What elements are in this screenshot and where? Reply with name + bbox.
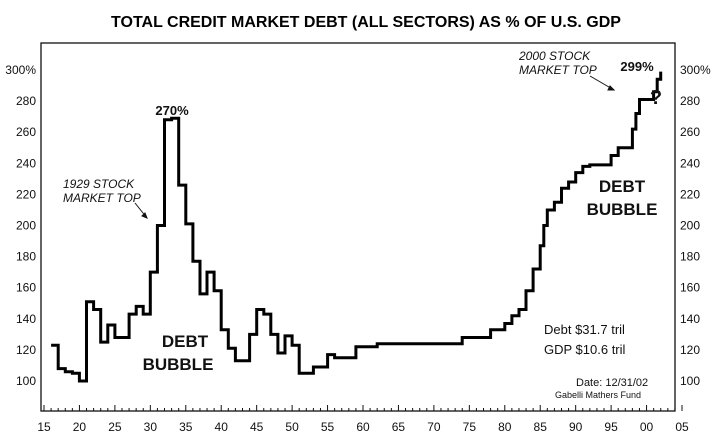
arrow-1929-head [141,212,148,219]
debt-ratio-line [51,71,663,383]
stock-2000-line1: 2000 STOCK [518,49,591,63]
x-tick-label: 35 [179,420,193,434]
stock-1929-line2: MARKET TOP [63,191,141,205]
stock-2000-line2: MARKET TOP [519,63,597,77]
debt-total: Debt $31.7 tril [544,322,625,337]
y-right-tick-label: 100 [680,374,700,388]
y-axis-left: 100 120 140 160 180 200 220 240 260 280 300% [5,63,36,388]
x-tick-label: 30 [144,420,158,434]
y-right-tick-label: 240 [680,156,700,170]
bubble1-line2: BUBBLE [143,355,214,374]
peak-2000-label: 299% [620,59,654,74]
stock-1929-line1: 1929 STOCK [63,177,135,191]
x-tick-label: 40 [215,420,229,434]
x-tick-label: 65 [392,420,406,434]
gdp-total: GDP $10.6 tril [544,342,626,357]
chart-title: TOTAL CREDIT MARKET DEBT (ALL SECTORS) A… [111,14,621,31]
y-axis-right: 100 120 140 160 180 200 220 240 260 280 300% [680,63,711,388]
x-tick-label: 50 [285,420,299,434]
y-right-tick-label: 140 [680,312,700,326]
x-tick-label: 20 [73,420,87,434]
x-tick-label: 75 [463,420,477,434]
bubble2-line2: BUBBLE [587,200,658,219]
y-left-tick-label: 200 [16,219,36,233]
y-left-tick-label: 160 [16,281,36,295]
y-right-tick-label: 160 [680,281,700,295]
question-mark: ? [650,87,662,109]
y-right-tick-label: 280 [680,94,700,108]
y-right-tick-label: 180 [680,250,700,264]
y-left-tick-label: 240 [16,156,36,170]
y-left-tick-label: 120 [16,343,36,357]
x-tick-label: 00 [640,420,654,434]
y-left-tick-label: 180 [16,250,36,264]
y-left-tick-label: 300% [5,63,36,77]
x-tick-label: 90 [569,420,583,434]
arrow-2000-head [607,85,616,91]
y-right-tick-label: 200 [680,219,700,233]
x-tick-label: 15 [37,420,51,434]
x-tick-label: 85 [534,420,548,434]
x-tick-label: 80 [498,420,512,434]
source-note: Gabelli Mathers Fund [555,390,641,400]
y-left-tick-label: 220 [16,187,36,201]
y-right-tick-label: 260 [680,125,700,139]
y-right-tick-label: 300% [680,63,711,77]
x-tick-label: 55 [321,420,335,434]
x-axis: 15 20 25 30 35 40 45 50 55 60 65 70 75 80 85 90 95 00 05 [37,405,689,434]
peak-1929-label: 270% [155,103,189,118]
x-tick-label: 95 [604,420,618,434]
plot-frame [40,42,676,412]
y-right-tick-label: 120 [680,343,700,357]
x-tick-label: 25 [108,420,122,434]
y-left-tick-label: 280 [16,94,36,108]
x-tick-label: 70 [427,420,441,434]
y-left-tick-label: 260 [16,125,36,139]
x-tick-label: 05 [675,420,689,434]
y-left-tick-label: 140 [16,312,36,326]
bubble1-line1: DEBT [162,332,209,351]
x-tick-label: 60 [356,420,370,434]
y-right-tick-label: 220 [680,187,700,201]
bubble2-line1: DEBT [599,177,646,196]
y-left-tick-label: 100 [16,374,36,388]
date-note: Date: 12/31/02 [576,377,648,389]
x-tick-label: 45 [250,420,264,434]
